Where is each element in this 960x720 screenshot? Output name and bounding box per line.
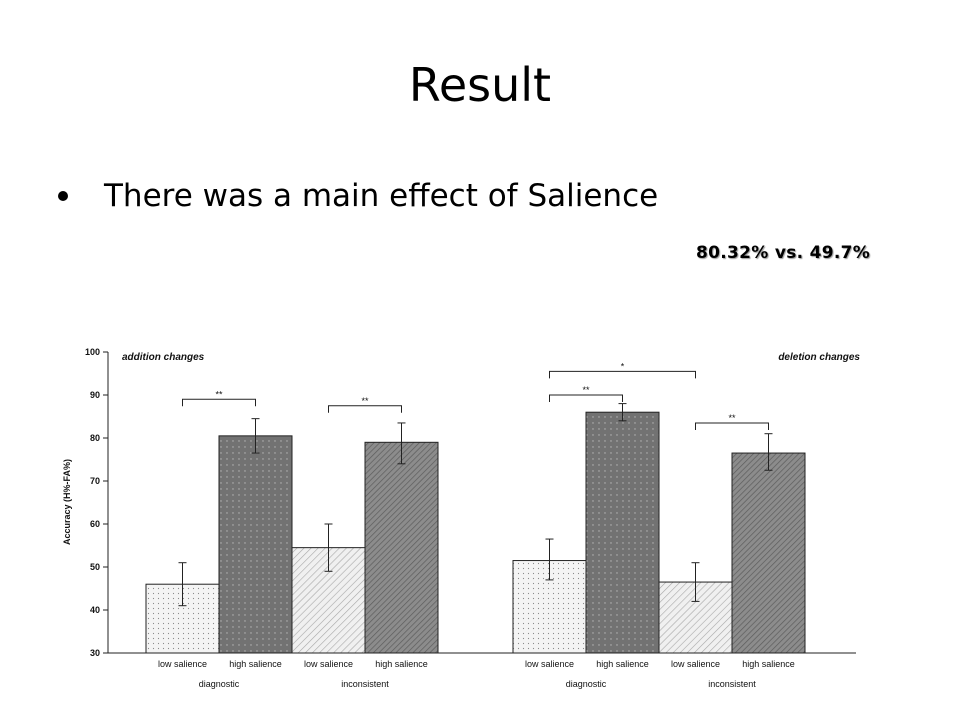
group-label: inconsistent (341, 679, 389, 689)
significance-bracket (328, 405, 402, 413)
x-tick-label: high salience (742, 659, 795, 669)
x-tick-label: low salience (304, 659, 353, 669)
bar (218, 435, 293, 654)
significance-label: ** (728, 413, 736, 423)
x-tick-label: low salience (525, 659, 574, 669)
y-tick-label: 70 (90, 476, 100, 486)
panel-1: low salience high salience diagnostic low s… (512, 352, 860, 689)
bullet-dot-icon (58, 191, 68, 201)
significance-label: ** (582, 385, 590, 395)
salience-callout: 80.32% vs. 49.7% (696, 243, 871, 263)
x-tick-label: high salience (596, 659, 649, 669)
significance-bracket (549, 394, 623, 402)
bar (585, 411, 660, 654)
x-tick-label: high salience (229, 659, 282, 669)
chart-panels: low salience high salience diagnostic low s… (122, 352, 860, 689)
significance-bracket (182, 398, 256, 407)
x-tick-label: high salience (375, 659, 428, 669)
bar (364, 441, 439, 654)
y-tick-label: 90 (90, 390, 100, 400)
bar (731, 452, 806, 654)
bullet-text: There was a main effect of Salience (104, 178, 659, 214)
group-label: inconsistent (708, 679, 756, 689)
y-tick-label: 50 (90, 562, 100, 572)
significance-bracket (549, 370, 696, 379)
group-label: diagnostic (566, 679, 607, 689)
y-axis-label: Accuracy (H%-FA%) (62, 459, 72, 545)
group-label: diagnostic (199, 679, 240, 689)
panel-title: addition changes (122, 352, 205, 363)
accuracy-bar-chart: Accuracy (H%-FA%) 30 40 50 60 70 80 90 100 low … (62, 347, 860, 689)
y-ticks: 30 40 50 60 70 80 90 100 (85, 347, 108, 658)
y-tick-label: 30 (90, 648, 100, 658)
x-tick-label: low salience (158, 659, 207, 669)
panel-0: low salience high salience diagnostic low s… (122, 352, 439, 689)
y-tick-label: 80 (90, 433, 100, 443)
slide-title: Result (408, 58, 552, 112)
significance-label: ** (215, 389, 223, 399)
panel-title: deletion changes (778, 352, 860, 363)
x-tick-label: low salience (671, 659, 720, 669)
y-tick-label: 100 (85, 347, 100, 357)
significance-bracket (695, 422, 769, 430)
bullet-item: There was a main effect of Salience (58, 178, 658, 214)
significance-label: ** (361, 396, 369, 406)
significance-label: * (621, 361, 625, 371)
y-tick-label: 60 (90, 519, 100, 529)
y-tick-label: 40 (90, 605, 100, 615)
